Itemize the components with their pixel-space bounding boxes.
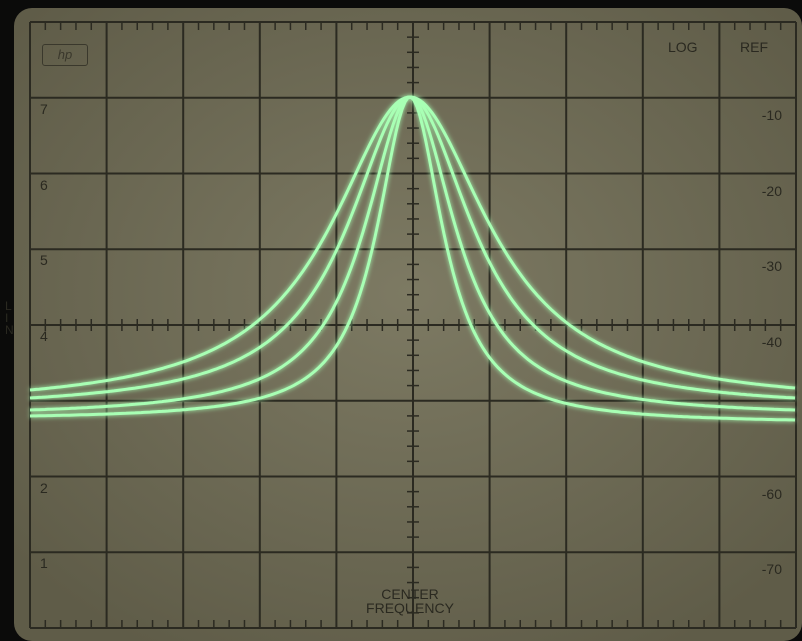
left-scale-label: 5 (40, 253, 48, 267)
bottom-label-line: FREQUENCY (340, 601, 480, 615)
bottom-label-line: CENTER (340, 587, 480, 601)
right-scale-label: -40 (742, 335, 782, 349)
right-scale-label: -60 (742, 487, 782, 501)
logo: hp (42, 44, 88, 66)
right-scale-label: -10 (742, 108, 782, 122)
graticule (0, 0, 802, 641)
side-label: LIN (5, 300, 14, 336)
mode-label: LOG (668, 40, 698, 54)
right-scale-label: -30 (742, 259, 782, 273)
right-scale-label: -20 (742, 184, 782, 198)
left-scale-label: 7 (40, 102, 48, 116)
right-scale-label: -70 (742, 562, 782, 576)
left-scale-label: 6 (40, 178, 48, 192)
left-scale-label: 1 (40, 556, 48, 570)
left-scale-label: 4 (40, 329, 48, 343)
screen-photo: hp LOG REF 7 6 5 4 2 1 -10 -20 -30 -40 -60 -70 LIN… (0, 0, 802, 641)
left-scale-label: 2 (40, 481, 48, 495)
mode-label: REF (740, 40, 768, 54)
